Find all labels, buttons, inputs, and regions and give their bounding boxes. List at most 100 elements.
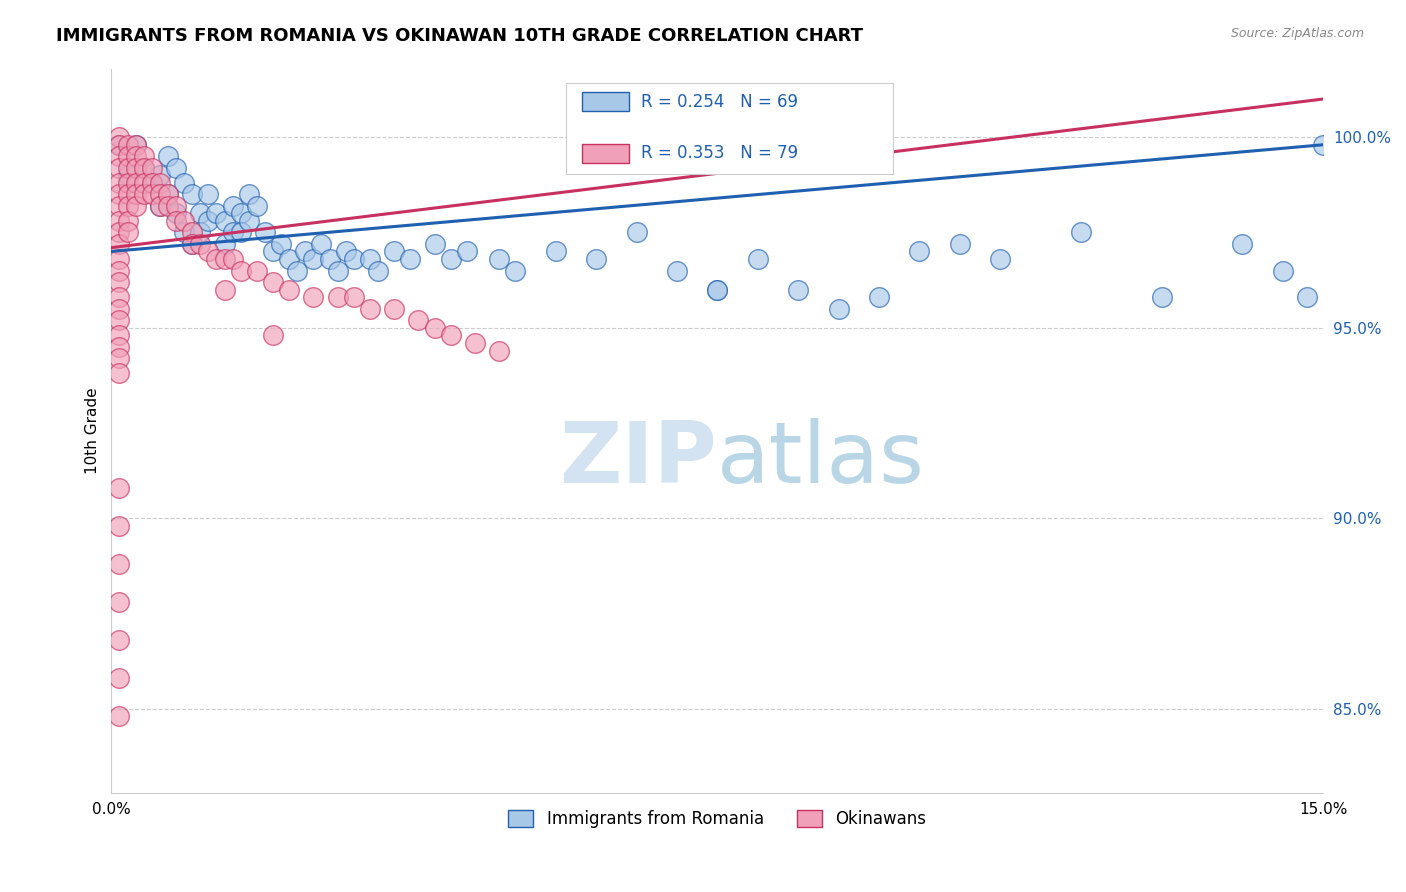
Point — [214, 283, 236, 297]
Point — [988, 252, 1011, 266]
Point — [108, 671, 131, 685]
Point — [108, 290, 131, 304]
Point — [108, 340, 131, 354]
Text: R = 0.254   N = 69: R = 0.254 N = 69 — [641, 93, 799, 111]
Point — [1296, 290, 1319, 304]
Point — [141, 176, 163, 190]
Point — [665, 263, 688, 277]
Point — [868, 290, 890, 304]
Point — [124, 199, 146, 213]
Point — [488, 343, 510, 358]
Point — [1312, 137, 1334, 152]
Point — [108, 149, 131, 163]
Point — [585, 252, 607, 266]
Point — [117, 137, 139, 152]
Point — [149, 199, 172, 213]
FancyBboxPatch shape — [582, 144, 628, 162]
Point — [908, 244, 931, 259]
Point — [117, 161, 139, 175]
Point — [399, 252, 422, 266]
Point — [108, 130, 131, 145]
Point — [156, 187, 179, 202]
Point — [311, 236, 333, 251]
Text: atlas: atlas — [717, 418, 925, 501]
Point — [188, 226, 211, 240]
Point — [124, 161, 146, 175]
Point — [108, 137, 131, 152]
Point — [108, 199, 131, 213]
Point — [141, 187, 163, 202]
Point — [132, 176, 155, 190]
Point — [1232, 236, 1254, 251]
Point — [117, 214, 139, 228]
Point — [108, 633, 131, 648]
Point — [124, 149, 146, 163]
Point — [408, 313, 430, 327]
Point — [205, 252, 228, 266]
Point — [165, 206, 187, 220]
Point — [156, 187, 179, 202]
Point — [117, 187, 139, 202]
Point — [124, 137, 146, 152]
Point — [949, 236, 972, 251]
Point — [626, 226, 648, 240]
Point — [124, 176, 146, 190]
Point — [706, 283, 728, 297]
Point — [181, 236, 204, 251]
Text: IMMIGRANTS FROM ROMANIA VS OKINAWAN 10TH GRADE CORRELATION CHART: IMMIGRANTS FROM ROMANIA VS OKINAWAN 10TH… — [56, 27, 863, 45]
Point — [221, 199, 243, 213]
Point — [747, 252, 769, 266]
Point — [108, 275, 131, 289]
Point — [505, 263, 527, 277]
Point — [181, 226, 204, 240]
Point — [440, 328, 463, 343]
Point — [108, 709, 131, 723]
Point — [108, 236, 131, 251]
Point — [827, 301, 849, 316]
Point — [440, 252, 463, 266]
Point — [124, 137, 146, 152]
Point — [343, 252, 366, 266]
Point — [229, 206, 252, 220]
Point — [1271, 263, 1294, 277]
Point — [197, 187, 219, 202]
Point — [488, 252, 510, 266]
Point — [117, 199, 139, 213]
Point — [253, 226, 276, 240]
Point — [1150, 290, 1173, 304]
Point — [318, 252, 340, 266]
Point — [108, 595, 131, 609]
Point — [108, 328, 131, 343]
Point — [278, 252, 301, 266]
Point — [246, 199, 269, 213]
Point — [108, 263, 131, 277]
Point — [214, 252, 236, 266]
Point — [108, 301, 131, 316]
Text: ZIP: ZIP — [560, 418, 717, 501]
Point — [132, 161, 155, 175]
Point — [302, 252, 325, 266]
Point — [165, 161, 187, 175]
Point — [156, 199, 179, 213]
Legend: Immigrants from Romania, Okinawans: Immigrants from Romania, Okinawans — [502, 804, 934, 835]
Point — [262, 328, 284, 343]
Point — [335, 244, 357, 259]
Text: R = 0.353   N = 79: R = 0.353 N = 79 — [641, 145, 799, 162]
Point — [423, 236, 446, 251]
Point — [132, 149, 155, 163]
Point — [108, 367, 131, 381]
Point — [787, 283, 810, 297]
Point — [423, 320, 446, 334]
Point — [343, 290, 366, 304]
Y-axis label: 10th Grade: 10th Grade — [86, 387, 100, 474]
Point — [132, 187, 155, 202]
Point — [221, 252, 243, 266]
Point — [326, 263, 349, 277]
Point — [214, 214, 236, 228]
Point — [262, 244, 284, 259]
Point — [464, 335, 486, 350]
Point — [149, 176, 172, 190]
Point — [165, 214, 187, 228]
Point — [108, 176, 131, 190]
Point — [359, 252, 381, 266]
